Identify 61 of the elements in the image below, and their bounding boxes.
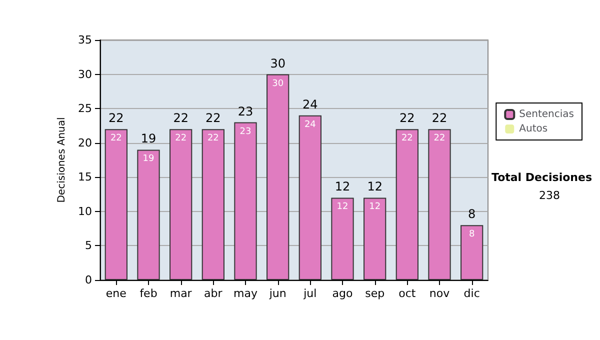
bar xyxy=(104,129,128,280)
data-label: 22 xyxy=(110,134,122,144)
y-tick-label: 10 xyxy=(78,204,92,218)
data-label: 30 xyxy=(272,78,284,89)
x-tick-label: abr xyxy=(204,287,223,300)
bar xyxy=(202,129,224,280)
total-label: 22 xyxy=(432,111,448,126)
bar xyxy=(331,198,354,280)
data-label: 23 xyxy=(240,126,252,137)
y-tick-label: 15 xyxy=(78,170,92,184)
legend-label: Sentencias xyxy=(519,109,574,120)
x-tick-label: may xyxy=(234,287,258,300)
data-label: 22 xyxy=(175,134,187,144)
y-tick-label: 20 xyxy=(78,136,92,150)
x-tick-label: mar xyxy=(170,287,192,300)
bar xyxy=(364,198,386,280)
total-label: 23 xyxy=(238,104,254,118)
total-label: 12 xyxy=(367,180,382,194)
bar xyxy=(298,115,322,280)
total-label: 22 xyxy=(400,111,415,126)
bar xyxy=(137,150,160,280)
legend-label: Autos xyxy=(519,124,548,134)
y-tick-label: 30 xyxy=(78,68,92,81)
total-label: 22 xyxy=(108,111,124,126)
total-label: 30 xyxy=(270,56,286,70)
y-tick-label: 5 xyxy=(85,239,92,252)
bar xyxy=(266,74,290,280)
data-label: 22 xyxy=(434,134,446,144)
x-tick-label: feb xyxy=(140,287,158,300)
total-label: 12 xyxy=(334,180,350,194)
bar xyxy=(396,129,418,280)
bar xyxy=(234,122,257,280)
data-label: 24 xyxy=(304,120,316,130)
x-tick-label: nov xyxy=(429,287,450,300)
bar xyxy=(170,129,192,280)
data-label: 12 xyxy=(369,202,381,212)
x-tick-label: ene xyxy=(106,287,127,300)
bar xyxy=(460,225,484,280)
total-label: 22 xyxy=(173,111,188,126)
x-tick-label: jul xyxy=(302,287,317,300)
data-label: 8 xyxy=(468,230,475,240)
data-label: 19 xyxy=(142,154,154,164)
x-tick-label: jun xyxy=(268,287,286,300)
x-tick-label: ago xyxy=(332,287,353,300)
text: 238 xyxy=(539,189,560,202)
x-tick-label: dic xyxy=(464,287,480,300)
y-tick-label: 35 xyxy=(78,34,92,46)
total-label: 22 xyxy=(206,111,221,126)
x-tick-label: sep xyxy=(365,287,385,300)
text: Total Decisiones xyxy=(492,171,592,184)
y-tick-label: 0 xyxy=(85,274,92,286)
y-axis-title: Decisiones Anual xyxy=(56,117,68,203)
data-label: 12 xyxy=(336,202,348,212)
total-label: 24 xyxy=(302,97,318,112)
bar xyxy=(428,129,451,280)
total-label: 8 xyxy=(468,207,476,222)
y-tick-label: 25 xyxy=(78,102,92,116)
x-tick-label: oct xyxy=(398,287,416,300)
total-label: 19 xyxy=(140,132,156,146)
data-label: 22 xyxy=(207,134,219,144)
data-label: 22 xyxy=(401,134,413,144)
